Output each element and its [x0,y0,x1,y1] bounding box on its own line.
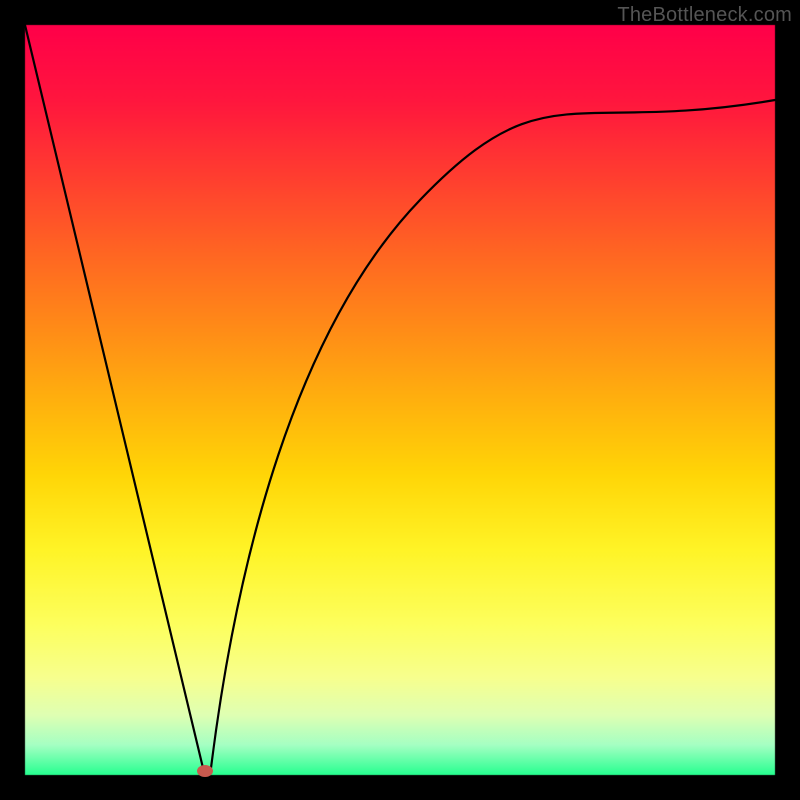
chart-container: TheBottleneck.com [0,0,800,800]
attribution-text: TheBottleneck.com [617,4,792,27]
gradient-background [0,0,800,800]
